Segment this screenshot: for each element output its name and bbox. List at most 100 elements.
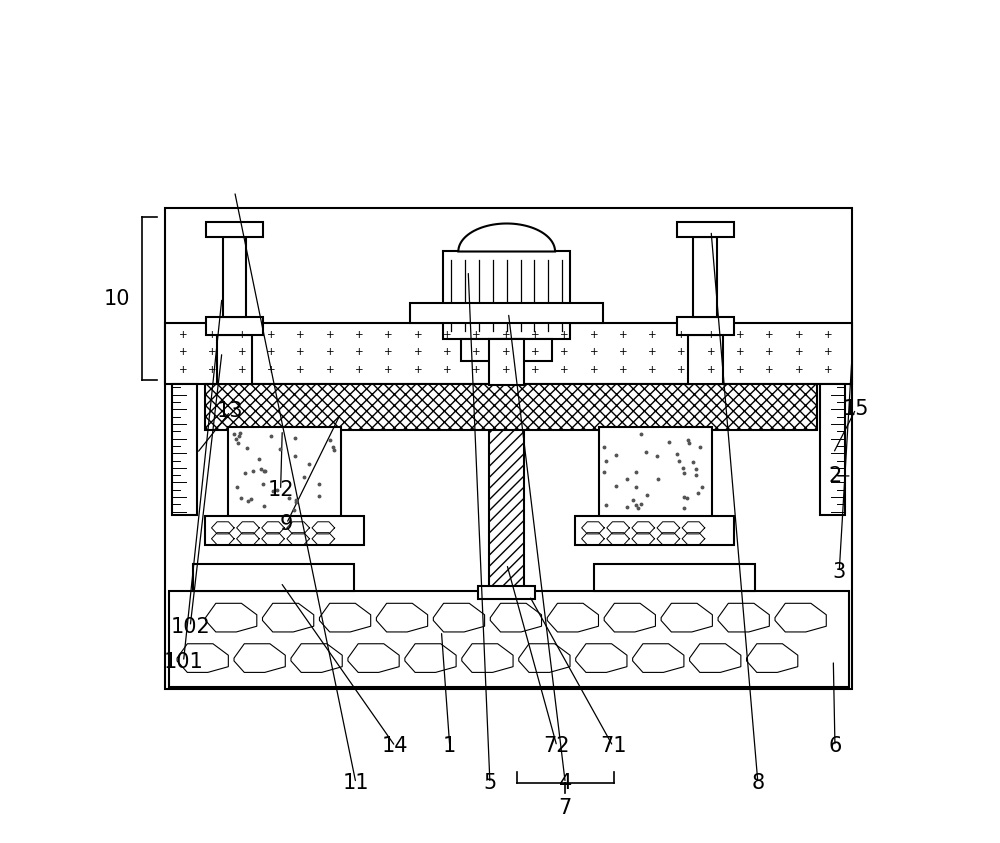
Text: +: +	[619, 365, 627, 375]
Bar	[489, 340, 524, 385]
Polygon shape	[462, 644, 513, 673]
Text: +: +	[443, 330, 452, 341]
Text: +: +	[267, 365, 276, 375]
Bar	[820, 384, 845, 515]
Bar	[172, 384, 197, 515]
Polygon shape	[519, 644, 570, 673]
Text: +: +	[208, 347, 217, 357]
Bar	[206, 222, 263, 237]
Text: +: +	[355, 330, 364, 341]
Polygon shape	[490, 604, 542, 632]
Polygon shape	[604, 604, 655, 632]
Text: +: +	[384, 330, 393, 341]
Bar	[217, 336, 252, 384]
Text: 4: 4	[559, 773, 572, 793]
Bar	[575, 516, 734, 545]
Bar	[165, 208, 852, 690]
Text: +: +	[208, 365, 217, 375]
Text: +: +	[531, 365, 539, 375]
Text: +: +	[765, 347, 774, 357]
Text: +: +	[355, 365, 364, 375]
Bar	[677, 222, 734, 237]
Text: +: +	[677, 365, 686, 375]
Text: 10: 10	[103, 288, 130, 309]
Polygon shape	[433, 604, 485, 632]
Polygon shape	[576, 644, 627, 673]
Bar	[165, 323, 852, 384]
Bar	[443, 251, 570, 340]
Polygon shape	[376, 604, 428, 632]
Bar	[193, 564, 354, 591]
Text: 15: 15	[843, 399, 869, 419]
Polygon shape	[661, 604, 712, 632]
Text: +: +	[795, 347, 803, 357]
Text: +: +	[355, 347, 364, 357]
Polygon shape	[458, 223, 555, 251]
Text: +: +	[326, 365, 334, 375]
Text: +: +	[765, 365, 774, 375]
Text: +: +	[736, 347, 745, 357]
Bar	[410, 303, 603, 323]
Polygon shape	[206, 604, 257, 632]
Text: +: +	[472, 347, 481, 357]
Text: +: +	[296, 347, 305, 357]
Polygon shape	[690, 644, 741, 673]
Text: 6: 6	[828, 737, 842, 756]
Text: +: +	[648, 330, 657, 341]
Text: +: +	[208, 330, 217, 341]
Text: 1: 1	[443, 737, 456, 756]
Text: 5: 5	[483, 773, 497, 793]
Text: +: +	[414, 347, 422, 357]
Text: +: +	[502, 347, 510, 357]
Bar	[489, 383, 524, 591]
Text: +: +	[296, 365, 305, 375]
Polygon shape	[633, 644, 684, 673]
Text: +: +	[443, 365, 452, 375]
Text: +: +	[179, 347, 188, 357]
Text: +: +	[414, 365, 422, 375]
Text: +: +	[560, 365, 569, 375]
Text: +: +	[619, 347, 627, 357]
Text: +: +	[179, 330, 188, 341]
Text: 12: 12	[267, 481, 294, 500]
Text: +: +	[824, 365, 833, 375]
Text: +: +	[648, 365, 657, 375]
Text: +: +	[824, 347, 833, 357]
Polygon shape	[718, 604, 769, 632]
Polygon shape	[405, 644, 456, 673]
Text: +: +	[531, 330, 539, 341]
Polygon shape	[348, 644, 399, 673]
Text: +: +	[502, 330, 510, 341]
Polygon shape	[177, 644, 228, 673]
Bar	[169, 591, 849, 687]
Polygon shape	[291, 644, 342, 673]
Text: +: +	[589, 347, 598, 357]
Text: +: +	[707, 365, 715, 375]
Text: +: +	[677, 330, 686, 341]
Text: +: +	[443, 347, 452, 357]
Polygon shape	[747, 644, 798, 673]
Polygon shape	[775, 604, 826, 632]
Text: +: +	[472, 365, 481, 375]
Text: +: +	[648, 347, 657, 357]
Bar	[461, 340, 552, 361]
Text: 3: 3	[833, 562, 846, 583]
Text: +: +	[736, 330, 745, 341]
Text: +: +	[765, 330, 774, 341]
Text: 102: 102	[170, 617, 210, 636]
Text: +: +	[179, 365, 188, 375]
Text: +: +	[502, 365, 510, 375]
Bar	[693, 237, 717, 317]
Text: +: +	[238, 330, 246, 341]
Bar	[206, 317, 263, 336]
Text: +: +	[795, 330, 803, 341]
Text: +: +	[589, 365, 598, 375]
Text: +: +	[707, 347, 715, 357]
Text: +: +	[384, 347, 393, 357]
Bar	[478, 586, 535, 599]
Text: +: +	[707, 330, 715, 341]
Bar	[223, 237, 246, 317]
Text: +: +	[589, 330, 598, 341]
Text: 72: 72	[544, 737, 570, 756]
Bar	[599, 427, 712, 518]
